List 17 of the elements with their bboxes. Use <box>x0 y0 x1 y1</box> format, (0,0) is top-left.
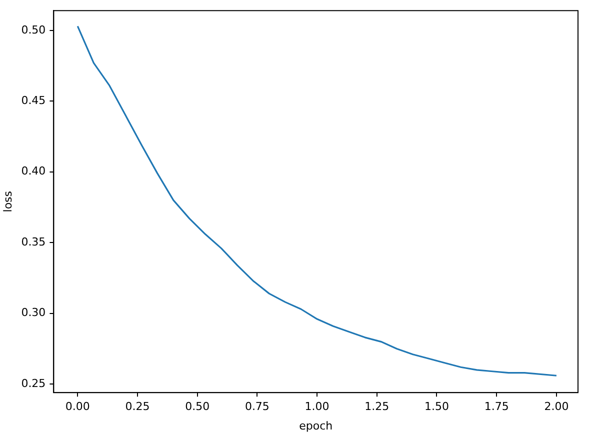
y-tick-label: 0.40 <box>21 164 46 178</box>
x-tick-label: 1.25 <box>364 400 390 414</box>
x-tick-label: 0.25 <box>125 400 150 414</box>
x-tick-label: 1.50 <box>424 400 449 414</box>
y-tick-label: 0.50 <box>21 23 46 36</box>
y-axis-title: loss <box>1 190 14 212</box>
x-tick-label: 0.75 <box>244 400 270 414</box>
y-tick-label: 0.25 <box>21 376 46 390</box>
x-tick-label: 0.50 <box>185 400 210 414</box>
y-tick-label: 0.45 <box>21 94 46 108</box>
x-tick-label: 1.00 <box>304 400 330 414</box>
x-tick-label: 2.00 <box>544 400 569 414</box>
y-tick-label: 0.35 <box>21 235 46 248</box>
y-tick-label: 0.30 <box>21 306 46 320</box>
x-tick-label: 0.00 <box>65 400 90 414</box>
x-axis-title: epoch <box>299 419 333 432</box>
x-tick-label: 1.75 <box>484 400 509 414</box>
